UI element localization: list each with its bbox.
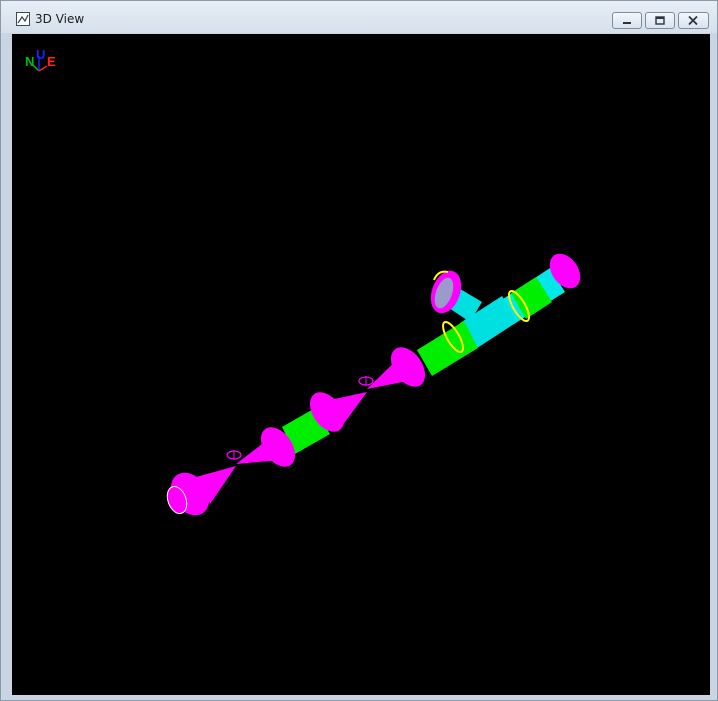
north-axis-label: N	[25, 54, 34, 69]
restore-icon	[655, 16, 665, 25]
restore-button[interactable]	[645, 12, 675, 29]
3d-view-icon	[16, 12, 30, 26]
close-button[interactable]	[678, 12, 709, 29]
3d-viewport[interactable]: N U E	[12, 34, 710, 695]
east-axis-label: E	[47, 54, 56, 69]
green-pipe-1[interactable]	[511, 277, 552, 319]
close-icon	[688, 15, 698, 26]
3d-scene[interactable]: N U E	[12, 34, 710, 695]
reducer-cone-3[interactable]	[236, 432, 292, 464]
title-bar[interactable]: 3D View	[1, 1, 717, 33]
tee-branch-flange-face[interactable]	[431, 275, 457, 311]
support-symbol-2[interactable]	[226, 450, 242, 460]
minimize-button[interactable]	[612, 12, 642, 29]
axis-triad: N U E	[25, 47, 56, 72]
cyan-header-pipe-2[interactable]	[460, 296, 517, 350]
support-symbol-1[interactable]	[358, 376, 374, 386]
north-axis-line	[31, 63, 40, 72]
green-pipe-2[interactable]	[417, 321, 478, 376]
end-flange-right[interactable]	[543, 248, 586, 294]
weld-ring-2[interactable]	[439, 319, 466, 354]
end-flange-left-face[interactable]	[164, 484, 190, 516]
tee-weld-ring[interactable]	[433, 270, 449, 281]
east-axis-line	[38, 65, 48, 72]
flange-middle[interactable]	[303, 386, 351, 438]
reducer-cone-1[interactable]	[367, 352, 418, 389]
up-axis-label: U	[36, 47, 45, 62]
window-title: 3D View	[35, 12, 85, 26]
minimize-icon	[623, 22, 631, 24]
pipe-model[interactable]	[163, 248, 587, 523]
weld-ring-1[interactable]	[505, 288, 532, 323]
